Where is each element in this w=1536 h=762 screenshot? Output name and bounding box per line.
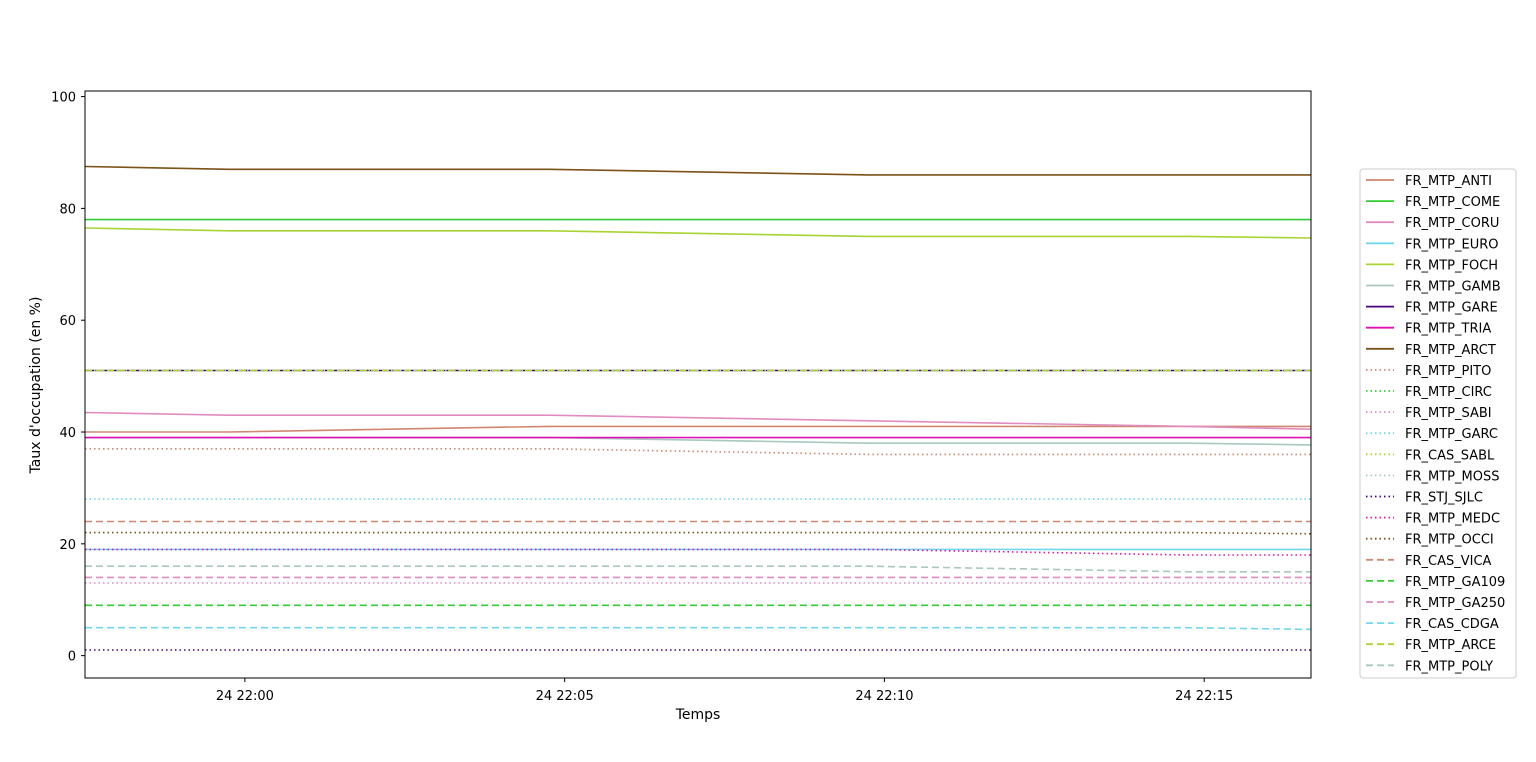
legend-label: FR_MTP_COME	[1405, 195, 1500, 210]
series-line-fr-mtp-foch	[84, 227, 1312, 239]
legend: FR_MTP_ANTI FR_MTP_COME FR_MTP_CORU FR_MTP_…	[1359, 168, 1517, 679]
x-axis-label: Temps	[675, 707, 721, 723]
legend-label: FR_MTP_OCCI	[1405, 533, 1494, 548]
series-line-fr-cas-cdga	[85, 626, 1312, 631]
legend-label: FR_MTP_FOCH	[1405, 258, 1498, 273]
legend-label: FR_MTP_GAMB	[1405, 280, 1501, 295]
y-tick-label: 80	[59, 202, 76, 217]
plot-area	[84, 90, 1312, 679]
y-axis-label: Taux d'occupation (en %)	[28, 297, 44, 475]
legend-label: FR_MTP_SABI	[1405, 406, 1492, 421]
plot-frame	[84, 90, 1312, 679]
legend-label: FR_MTP_GARE	[1405, 301, 1498, 316]
series-line-fr-mtp-coru	[84, 411, 1312, 430]
legend-label: FR_MTP_POLY	[1405, 659, 1493, 674]
legend-label: FR_CAS_CDGA	[1405, 617, 1499, 632]
series-lines	[84, 165, 1312, 651]
legend-label: FR_CAS_VICA	[1405, 554, 1492, 569]
x-tick-label: 24 22:05	[536, 689, 594, 704]
legend-label: FR_MTP_PITO	[1405, 364, 1491, 379]
series-line-fr-mtp-occi	[85, 531, 1312, 535]
series-line-fr-mtp-medc	[85, 548, 1311, 556]
legend-label: FR_MTP_EURO	[1405, 237, 1499, 252]
legend-label: FR_MTP_GA109	[1405, 575, 1505, 590]
legend-items: FR_MTP_ANTI FR_MTP_COME FR_MTP_CORU FR_MTP_…	[1366, 174, 1505, 674]
series-line-fr-mtp-pito	[85, 447, 1311, 456]
x-axis: 24 22:00 24 22:05 24 22:10 24 22:15	[216, 678, 1233, 704]
series-line-fr-mtp-gamb	[85, 436, 1312, 446]
series-line-fr-mtp-poly	[85, 565, 1311, 573]
x-tick-label: 24 22:10	[855, 689, 913, 704]
legend-label: FR_MTP_CIRC	[1405, 385, 1492, 400]
legend-label: FR_MTP_CORU	[1405, 216, 1499, 231]
y-tick-label: 20	[59, 538, 76, 553]
legend-label: FR_STJ_SJLC	[1405, 491, 1483, 506]
y-tick-label: 40	[59, 426, 76, 441]
legend-label: FR_MTP_GARC	[1405, 427, 1498, 442]
x-tick-label: 24 22:00	[216, 689, 274, 704]
legend-label: FR_MTP_ARCT	[1405, 343, 1496, 358]
legend-label: FR_MTP_TRIA	[1405, 322, 1491, 337]
legend-label: FR_MTP_ARCE	[1405, 638, 1496, 653]
x-tick-label: 24 22:15	[1175, 689, 1233, 704]
legend-label: FR_MTP_GA250	[1405, 596, 1505, 611]
series-line-fr-mtp-arct	[84, 165, 1311, 176]
y-tick-label: 0	[68, 650, 76, 665]
y-tick-label: 100	[51, 91, 76, 106]
series-line-fr-mtp-anti	[85, 425, 1311, 433]
legend-label: FR_MTP_MOSS	[1405, 469, 1499, 484]
legend-label: FR_MTP_MEDC	[1405, 512, 1500, 527]
legend-label: FR_MTP_ANTI	[1405, 174, 1492, 189]
y-axis: 0 20 40 60 80 100	[51, 91, 85, 665]
y-tick-label: 60	[59, 314, 76, 329]
legend-frame	[1359, 168, 1517, 679]
legend-label: FR_CAS_SABL	[1405, 448, 1495, 463]
